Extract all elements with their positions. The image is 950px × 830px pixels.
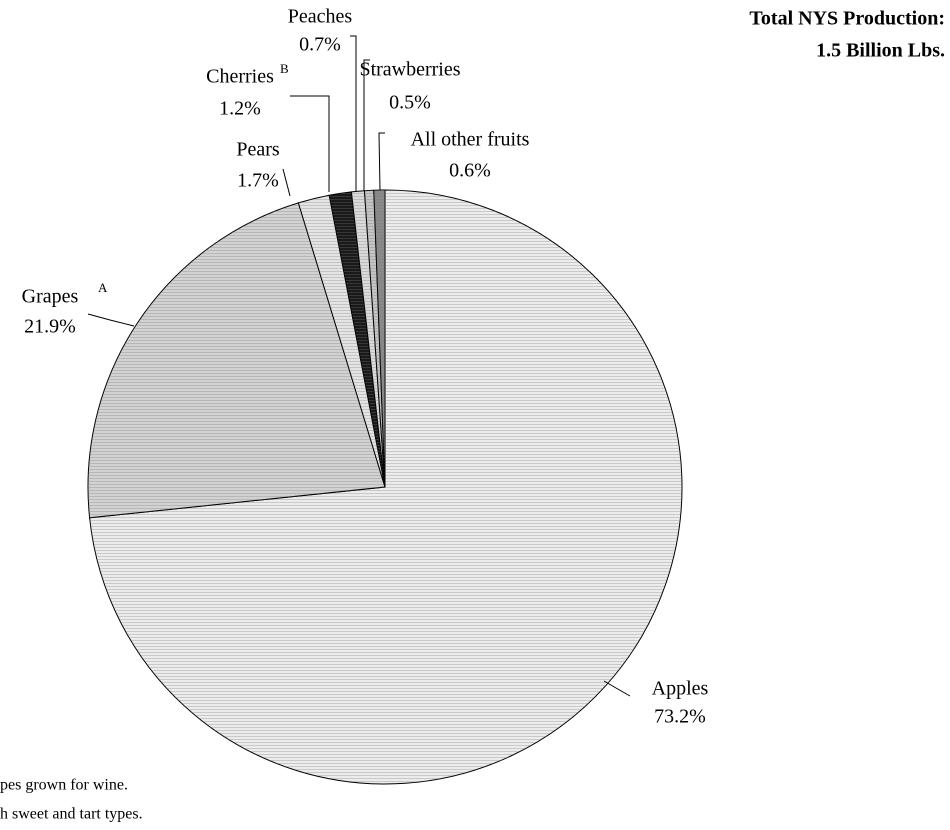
slice-label: Peaches	[288, 6, 353, 28]
pie	[87, 189, 683, 785]
slice-value: 0.5%	[389, 92, 431, 114]
slice-label: Apples	[652, 678, 709, 700]
footnote: h sweet and tart types.	[0, 806, 143, 823]
slice-hatch	[373, 190, 385, 487]
label-note: B	[280, 61, 289, 76]
label-note: A	[98, 280, 108, 295]
slice-value: 73.2%	[654, 706, 706, 728]
slice-label: All other fruits	[411, 129, 530, 151]
slice-hatch	[351, 190, 385, 488]
slice-hatch	[89, 190, 682, 784]
chart-subtitle: 1.5 Billion Lbs.	[816, 40, 945, 62]
slice-hatch	[88, 202, 386, 518]
slice-label: Strawberries	[359, 59, 460, 81]
leader-line	[350, 35, 357, 191]
slice-value: 0.6%	[449, 160, 491, 182]
slice-hatch	[329, 191, 385, 488]
leader-line	[87, 313, 135, 327]
slice-value: 1.7%	[237, 170, 279, 192]
slice-label: Cherries	[206, 66, 274, 88]
footnote: pes grown for wine.	[0, 777, 128, 794]
slice-value: 21.9%	[24, 316, 76, 338]
leader-line	[290, 95, 330, 192]
slice-value: 0.7%	[299, 34, 341, 56]
slice-value: 1.2%	[219, 98, 261, 120]
slice-hatch	[298, 195, 385, 487]
leader-line	[363, 59, 370, 191]
slice-hatch	[364, 190, 385, 488]
chart-title: Total NYS Production:	[749, 8, 945, 30]
leader-line	[378, 132, 385, 191]
leader-line	[603, 680, 631, 697]
leader-line	[282, 168, 291, 197]
slice-label: Pears	[236, 139, 280, 161]
slice-label: Grapes	[22, 286, 79, 308]
